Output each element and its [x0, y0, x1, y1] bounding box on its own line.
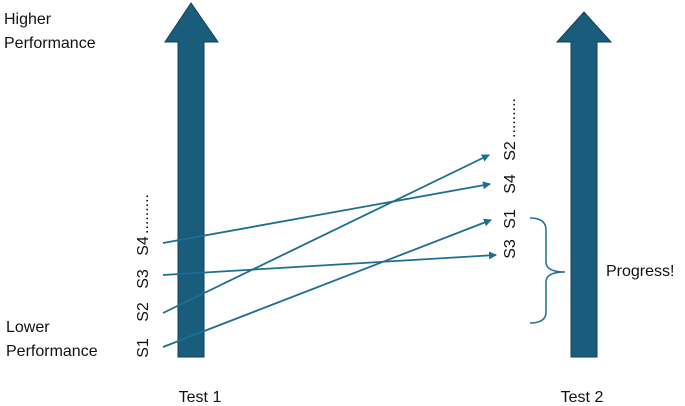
brace: [529, 217, 566, 324]
test1-axis-arrow: [164, 2, 219, 358]
lower-label: Performance: [6, 343, 98, 360]
higher-label: Performance: [4, 35, 96, 52]
lower-label: Lower: [6, 319, 50, 336]
more-dots: .........: [135, 194, 152, 234]
test2-label: Test 2: [561, 389, 604, 406]
progress-arrow: [162, 251, 497, 276]
higher-label: Higher: [4, 11, 52, 28]
student-label: S4: [135, 236, 152, 256]
student-label: S2: [135, 302, 152, 322]
student-label: S1: [502, 209, 519, 229]
student-label: S4: [502, 174, 519, 194]
student-label: S3: [502, 239, 519, 259]
test1-label: Test 1: [179, 389, 222, 406]
progress-arrow: [162, 218, 492, 348]
test2-axis-arrow: [555, 11, 613, 358]
more-dots: .........: [502, 98, 519, 138]
student-label: S1: [135, 338, 152, 358]
progress-arrow: [162, 154, 490, 314]
progress-arrow: [162, 181, 491, 244]
student-label: S2: [502, 141, 519, 161]
progress-note: Progress!: [606, 263, 674, 280]
student-label: S3: [135, 269, 152, 289]
